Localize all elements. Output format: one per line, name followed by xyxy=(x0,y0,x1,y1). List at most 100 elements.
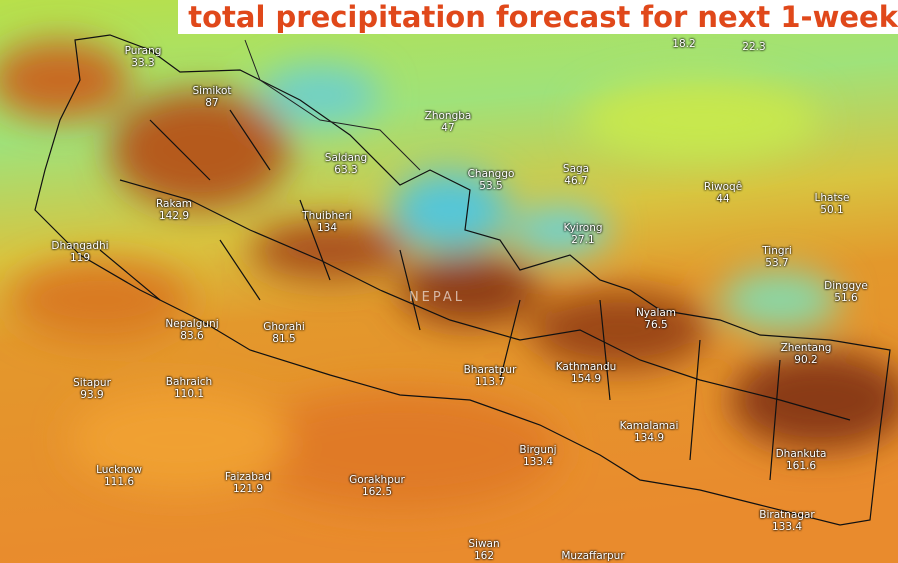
place-value: 46.7 xyxy=(564,175,588,187)
place-value: 81.5 xyxy=(272,333,296,345)
place-label: Saga 46.7 xyxy=(563,163,589,187)
place-value: 113.7 xyxy=(474,376,506,388)
place-label: Kamalamai 134.9 xyxy=(620,420,679,444)
place-label: Purang 33.3 xyxy=(125,45,162,69)
place-label: Saldang 63.3 xyxy=(325,152,367,176)
place-value: 76.5 xyxy=(644,319,668,331)
place-name: Ghorahi xyxy=(263,321,305,333)
place-name: Bharatpur xyxy=(463,364,517,376)
place-value: 162.5 xyxy=(361,486,393,498)
place-name: Dhangadhi xyxy=(51,240,109,252)
place-label: Tingri 53.7 xyxy=(762,245,792,269)
place-value: 134 xyxy=(316,222,338,234)
place-label: Zhentang 90.2 xyxy=(781,342,832,366)
place-value: 154.9 xyxy=(570,373,602,385)
place-name: Lhatse xyxy=(814,192,850,204)
place-name: Purang xyxy=(124,45,162,57)
place-name: Biratnagar xyxy=(759,509,815,521)
place-label: Ghorahi 81.5 xyxy=(263,321,305,345)
place-name: Dinggye xyxy=(824,280,868,292)
place-label: Changgo 53.5 xyxy=(468,168,515,192)
place-value: 162 xyxy=(473,550,495,562)
place-name: Riwoqê xyxy=(703,181,743,193)
place-name: Rakam xyxy=(155,198,193,210)
place-label: Nyalam 76.5 xyxy=(636,307,676,331)
place-label: Bahraich 110.1 xyxy=(166,376,212,400)
place-label: Sitapur 93.9 xyxy=(73,377,111,401)
place-name: Nepalgunj xyxy=(165,318,219,330)
place-label: Faizabad 121.9 xyxy=(225,471,271,495)
place-name: Simikot xyxy=(192,85,232,97)
place-label: Rakam 142.9 xyxy=(156,198,192,222)
place-label: Dhangadhi 119 xyxy=(51,240,108,264)
place-label: Nepalgunj 83.6 xyxy=(165,318,218,342)
place-value: 50.1 xyxy=(820,204,844,216)
place-value: 111.6 xyxy=(103,476,135,488)
place-value: 33.3 xyxy=(131,57,155,69)
place-name: Thuibheri xyxy=(302,210,352,222)
place-value: 51.6 xyxy=(834,292,858,304)
place-value: 93.9 xyxy=(80,389,104,401)
place-label: Birgunj 133.4 xyxy=(519,444,556,468)
region-label: NEPAL xyxy=(408,290,466,305)
place-value: 53.5 xyxy=(479,180,503,192)
place-name: Saldang xyxy=(324,152,368,164)
place-label: 18.2 xyxy=(672,38,695,50)
place-label: Kathmandu 154.9 xyxy=(556,361,617,385)
place-label: Muzaffarpur xyxy=(561,550,624,562)
place-name: Nyalam xyxy=(635,307,677,319)
place-label: Siwan 162 xyxy=(468,538,499,562)
place-name: Kathmandu xyxy=(555,361,617,373)
place-value: 142.9 xyxy=(158,210,190,222)
place-label: Dinggye 51.6 xyxy=(824,280,868,304)
place-name: Tingri xyxy=(762,245,792,257)
place-value: 53.7 xyxy=(765,257,789,269)
place-label: Lucknow 111.6 xyxy=(96,464,142,488)
place-label: Bharatpur 113.7 xyxy=(464,364,517,388)
title: total precipitation forecast for next 1-… xyxy=(178,0,898,34)
place-value: 133.4 xyxy=(522,456,554,468)
place-value: 90.2 xyxy=(794,354,818,366)
place-label: Dhankuta 161.6 xyxy=(776,448,827,472)
place-value: 44 xyxy=(716,193,730,205)
place-name: Muzaffarpur xyxy=(561,550,625,562)
place-value: 63.3 xyxy=(334,164,358,176)
place-value: 134.9 xyxy=(633,432,665,444)
place-label: 22.3 xyxy=(742,41,765,53)
place-name: Birgunj xyxy=(519,444,557,456)
place-value: 110.1 xyxy=(173,388,205,400)
place-label: Lhatse 50.1 xyxy=(815,192,850,216)
place-name: Saga xyxy=(562,163,590,175)
place-name: Bahraich xyxy=(165,376,213,388)
place-name: Kyirong xyxy=(563,222,603,234)
place-name: Faizabad xyxy=(224,471,272,483)
place-label: Kyirong 27.1 xyxy=(563,222,602,246)
place-name: Zhentang xyxy=(780,342,832,354)
place-label: Riwoqê 44 xyxy=(704,181,742,205)
place-name: Sitapur xyxy=(73,377,111,389)
place-value: 27.1 xyxy=(571,234,595,246)
place-value: 161.6 xyxy=(785,460,817,472)
place-name: Gorakhpur xyxy=(349,474,405,486)
place-label: Simikot 87 xyxy=(193,85,232,109)
place-value: 121.9 xyxy=(232,483,264,495)
place-name: Lucknow xyxy=(96,464,142,476)
place-name: Zhongba xyxy=(424,110,472,122)
place-label: Thuibheri 134 xyxy=(302,210,352,234)
place-value: 87 xyxy=(205,97,219,109)
place-name: Changgo xyxy=(467,168,515,180)
place-name: Dhankuta xyxy=(775,448,827,460)
place-value: 119 xyxy=(69,252,91,264)
place-value: 47 xyxy=(441,122,455,134)
place-label: Zhongba 47 xyxy=(425,110,472,134)
place-label: Biratnagar 133.4 xyxy=(759,509,815,533)
place-name: Siwan xyxy=(468,538,500,550)
place-value: 133.4 xyxy=(771,521,803,533)
place-label: Gorakhpur 162.5 xyxy=(349,474,405,498)
place-value: 22.3 xyxy=(742,41,766,53)
place-value: 83.6 xyxy=(180,330,204,342)
place-name: Kamalamai xyxy=(619,420,679,432)
place-value: 18.2 xyxy=(672,38,696,50)
